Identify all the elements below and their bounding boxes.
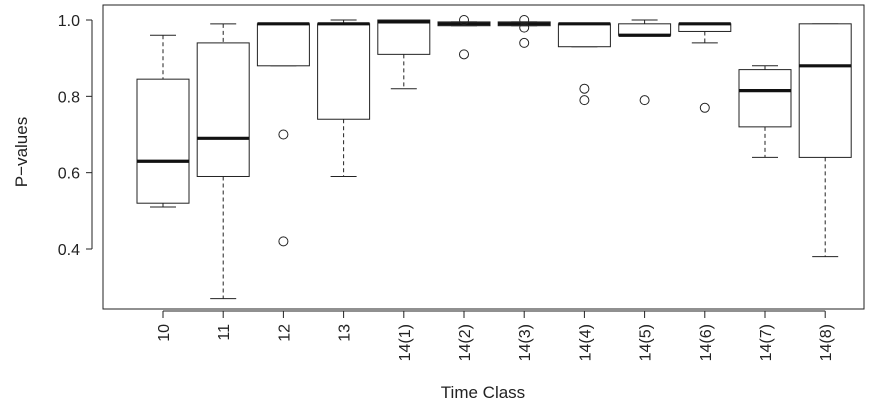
box-group <box>317 19 371 177</box>
y-tick-label: 0.6 <box>58 166 80 183</box>
outlier-point <box>278 129 289 140</box>
box <box>738 69 792 128</box>
x-tick-label: 14(5) <box>638 324 655 361</box>
outlier-point <box>579 83 590 94</box>
x-tick-label: 10 <box>156 324 173 342</box>
y-axis-title: P−values <box>12 117 31 187</box>
box-group <box>798 23 852 258</box>
box <box>557 23 611 48</box>
y-tick-label: 1.0 <box>58 13 80 30</box>
x-tick-label: 14(3) <box>517 324 534 361</box>
x-tick-label: 11 <box>216 324 233 341</box>
x-tick-label: 14(8) <box>818 324 835 361</box>
y-tick-label: 0.4 <box>58 242 80 259</box>
box <box>618 23 672 36</box>
box <box>256 23 310 67</box>
outlier-point <box>519 15 530 25</box>
box <box>317 23 371 120</box>
outlier-point <box>459 15 469 25</box>
box-group <box>618 19 672 106</box>
x-tick-label: 13 <box>337 324 354 342</box>
x-tick-label: 14(7) <box>758 324 775 361</box>
x-tick-label: 14(4) <box>577 324 594 361</box>
box-group <box>437 15 491 60</box>
box-group <box>196 23 250 300</box>
x-tick-label: 12 <box>276 324 293 342</box>
outlier-point <box>459 49 469 60</box>
box-group <box>678 22 732 113</box>
outlier-point <box>699 102 710 113</box>
outlier-point <box>639 95 650 106</box>
outlier-point <box>519 37 530 48</box>
box-group <box>557 22 611 106</box>
box <box>377 19 431 55</box>
box <box>196 42 250 177</box>
x-tick-label: 14(1) <box>397 324 414 361</box>
box-group <box>738 65 792 158</box>
box-group <box>256 22 310 247</box>
x-tick-label: 14(2) <box>457 324 474 361</box>
y-tick-label: 0.8 <box>58 89 80 106</box>
box-group <box>136 34 190 208</box>
x-axis-title: Time Class <box>441 383 525 402</box>
plot-frame <box>102 4 865 310</box>
box-group <box>377 19 431 90</box>
outlier-point <box>519 22 530 33</box>
x-axis: 10 11 12 13 14(1) 14(2) 14(3) 14(4) 14(5) 14(6) 14… <box>156 310 835 361</box>
x-tick-label: 14(6) <box>698 324 715 361</box>
box-group <box>497 15 551 48</box>
box <box>798 23 852 158</box>
outlier-point <box>579 95 590 106</box>
y-axis: 0.4 0.6 0.8 1.0 <box>58 13 93 259</box>
box <box>136 78 190 204</box>
outlier-point <box>278 236 289 247</box>
boxes <box>136 15 852 300</box>
